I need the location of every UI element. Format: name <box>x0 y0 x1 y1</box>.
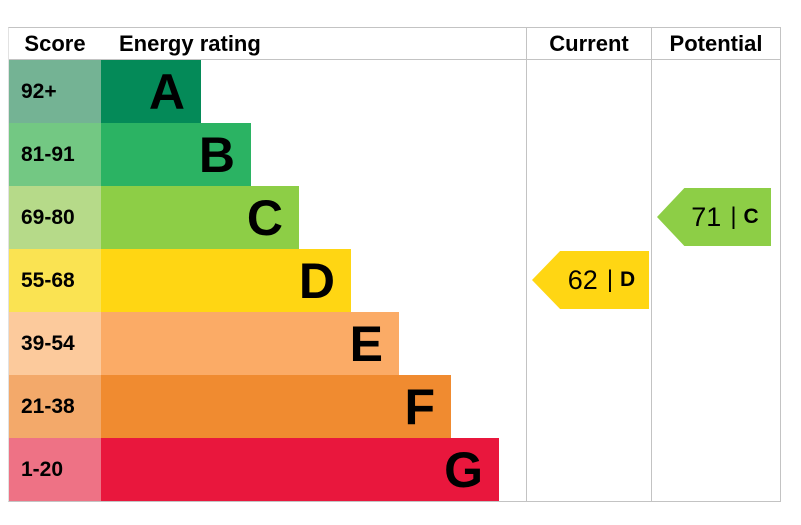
potential-column-cell <box>651 249 781 312</box>
header-row: Score Energy rating Current Potential <box>9 28 781 60</box>
rating-bar-cell: D <box>101 249 526 312</box>
band-row-e: 39-54 E <box>9 312 781 375</box>
band-row-b: 81-91 B <box>9 123 781 186</box>
rating-bar-cell: A <box>101 60 526 123</box>
current-column-header: Current <box>526 28 651 59</box>
current-letter: D <box>620 268 636 291</box>
rating-bar-e: E <box>101 312 399 375</box>
rating-bar-c: C <box>101 186 299 249</box>
rating-bar-a: A <box>101 60 201 123</box>
score-range-label: 81-91 <box>9 123 101 186</box>
band-row-d: 55-68 D 62 | D <box>9 249 781 312</box>
current-column-cell <box>526 123 651 186</box>
current-column-cell <box>526 312 651 375</box>
potential-column-cell <box>651 60 781 123</box>
rating-bar-cell: G <box>101 438 526 501</box>
score-range-label: 92+ <box>9 60 101 123</box>
rating-bar-g: G <box>101 438 499 501</box>
current-rating-arrow: 62 | D <box>532 251 649 309</box>
potential-column-cell <box>651 438 781 501</box>
score-column-header: Score <box>24 30 86 56</box>
score-range-label: 55-68 <box>9 249 101 312</box>
potential-column-cell <box>651 123 781 186</box>
potential-column-cell <box>651 312 781 375</box>
rating-bar-cell: C <box>101 186 526 249</box>
value-letter-separator: | <box>730 203 737 230</box>
current-column-cell <box>526 375 651 438</box>
rating-bar-f: F <box>101 375 451 438</box>
potential-column-header: Potential <box>651 28 781 59</box>
rating-bar-cell: E <box>101 312 526 375</box>
potential-letter: C <box>743 205 759 228</box>
current-column-cell <box>526 438 651 501</box>
band-row-a: 92+ A <box>9 60 781 123</box>
rating-bar-b: B <box>101 123 251 186</box>
current-value: 62 <box>567 264 598 295</box>
potential-value: 71 <box>691 201 722 232</box>
band-row-c: 69-80 C 71 | C <box>9 186 781 249</box>
potential-column-cell <box>651 375 781 438</box>
current-column-cell: 62 | D <box>526 249 651 312</box>
epc-rating-chart: Score Energy rating Current Potential 92… <box>8 27 781 502</box>
rating-bar-cell: F <box>101 375 526 438</box>
score-range-label: 21-38 <box>9 375 101 438</box>
energy-rating-column-header: Energy rating <box>119 30 261 56</box>
score-range-label: 1-20 <box>9 438 101 501</box>
current-column-cell <box>526 186 651 249</box>
band-row-g: 1-20 G <box>9 438 781 501</box>
potential-column-cell: 71 | C <box>651 186 781 249</box>
potential-rating-arrow: 71 | C <box>657 188 771 246</box>
rating-bar-d: D <box>101 249 351 312</box>
value-letter-separator: | <box>606 266 614 293</box>
rating-bar-cell: B <box>101 123 526 186</box>
band-row-f: 21-38 F <box>9 375 781 438</box>
current-column-cell <box>526 60 651 123</box>
score-range-label: 39-54 <box>9 312 101 375</box>
score-range-label: 69-80 <box>9 186 101 249</box>
